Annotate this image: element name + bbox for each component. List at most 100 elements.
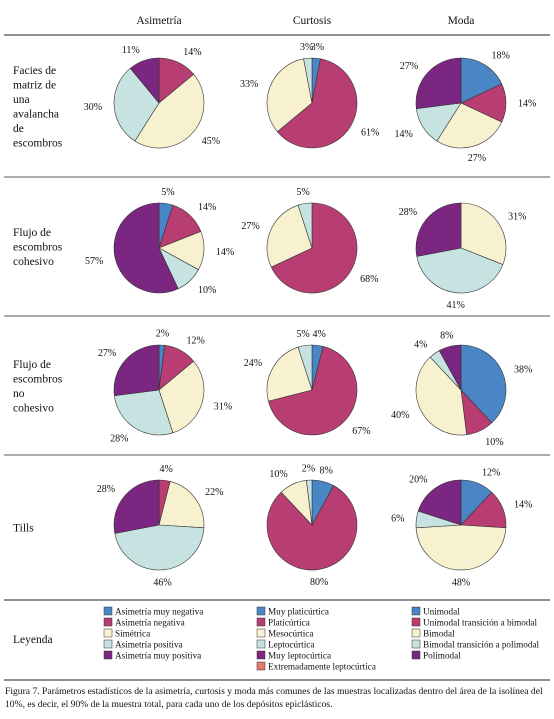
legend-label: Muy leptocúrtica <box>268 651 331 661</box>
legend-label: Polimodal <box>423 651 461 661</box>
row-label: Tills <box>13 523 34 535</box>
legend-label: Extremadamente leptocúrtica <box>268 662 376 672</box>
legend-title: Leyenda <box>13 634 53 646</box>
slice-label: 10% <box>485 437 503 448</box>
legend-swatch <box>256 606 266 616</box>
legend-swatch <box>411 628 421 638</box>
pie-slice <box>266 204 313 268</box>
pie-slice <box>113 479 160 534</box>
row-label: cohesivo <box>13 402 54 414</box>
pie-slice <box>266 58 313 133</box>
pie-slice <box>415 524 507 571</box>
slice-label: 80% <box>310 577 328 588</box>
slice-label: 3% <box>300 42 313 53</box>
legend-label: Bimodal transición a polimodal <box>423 640 540 650</box>
slice-label: 5% <box>296 187 309 198</box>
row-label: matriz de <box>13 79 56 91</box>
slice-label: 14% <box>198 202 216 213</box>
slice-label: 2% <box>302 464 315 475</box>
pie-slice <box>134 73 205 149</box>
pie-slice <box>297 202 313 249</box>
slice-label: 10% <box>198 285 216 296</box>
slice-label: 48% <box>452 578 470 589</box>
slice-label: 41% <box>446 300 464 311</box>
pie-slice <box>297 344 313 391</box>
slice-label: 10% <box>269 469 287 480</box>
row-label: no <box>13 388 25 400</box>
legend-swatch <box>103 628 113 638</box>
row-label: de <box>13 123 24 135</box>
slice-label: 57% <box>85 256 103 267</box>
pie-slice <box>266 485 358 571</box>
legend-label: Bimodal <box>423 629 455 639</box>
slice-label: 20% <box>409 474 427 485</box>
legend-swatch <box>256 661 266 671</box>
pie-slice <box>460 344 507 424</box>
pie-slice <box>129 57 160 104</box>
legend-label: Unimodal <box>423 607 460 617</box>
legend-swatch <box>411 606 421 616</box>
slice-label: 67% <box>352 426 370 437</box>
slice-label: 4% <box>159 464 172 475</box>
slice-label: 28% <box>399 207 417 218</box>
slice-label: 38% <box>514 365 532 376</box>
pie-slice <box>460 202 507 265</box>
slice-label: 5% <box>296 329 309 340</box>
legend-swatch <box>411 617 421 627</box>
legend-label: Platicúrtica <box>268 618 310 628</box>
slice-label: 12% <box>482 468 500 479</box>
slice-label: 27% <box>241 221 259 232</box>
row-label: Facies de <box>13 65 56 77</box>
legend-label: Asimetría negativa <box>115 618 185 628</box>
slice-label: 31% <box>214 401 232 412</box>
legend-swatch <box>411 639 421 649</box>
legend-label: Muy platicúrtica <box>268 607 329 617</box>
pie-slice <box>114 524 205 571</box>
row-label: escombros <box>13 373 63 385</box>
pie-slice <box>276 58 358 149</box>
slice-label: 45% <box>202 136 220 147</box>
slice-label: 22% <box>205 487 223 498</box>
legend-label: Asimetría muy negativa <box>115 607 203 617</box>
slice-label: 33% <box>240 79 258 90</box>
row-label: Flujo de <box>13 359 51 371</box>
pie-slice <box>438 344 462 391</box>
row-label: escombros <box>13 242 63 254</box>
slice-label: 14% <box>183 47 201 58</box>
pie-slice <box>415 57 462 109</box>
legend-swatch <box>103 617 113 627</box>
legend-label: Unimodal transición a bimodal <box>423 618 538 628</box>
slice-label: 40% <box>391 410 409 421</box>
legend-swatch <box>411 650 421 660</box>
pie-slice <box>415 202 462 257</box>
legend-label: Leptocúrtica <box>268 640 314 650</box>
pie-slice <box>270 202 358 294</box>
column-header: Asimetría <box>136 15 181 27</box>
pie-slice <box>417 479 462 526</box>
slice-label: 5% <box>161 187 174 198</box>
legend-swatch <box>103 639 113 649</box>
pie-slice <box>416 247 504 294</box>
slice-label: 4% <box>414 339 427 350</box>
slice-label: 8% <box>320 465 333 476</box>
slice-label: 68% <box>360 274 378 285</box>
pie-slice <box>114 389 174 436</box>
slice-label: 28% <box>97 484 115 495</box>
row-label: Flujo de <box>13 227 51 239</box>
row-label: una <box>13 94 30 106</box>
slice-label: 14% <box>518 99 536 110</box>
legend-swatch <box>256 650 266 660</box>
row-label: cohesivo <box>13 256 54 268</box>
slice-label: 2% <box>156 329 169 340</box>
slice-label: 8% <box>440 330 453 341</box>
slice-label: 61% <box>361 128 379 139</box>
slice-label: 11% <box>122 45 140 56</box>
column-header: Moda <box>448 15 475 27</box>
slice-label: 14% <box>514 500 532 511</box>
slice-label: 27% <box>400 61 418 72</box>
legend-swatch <box>256 628 266 638</box>
slice-label: 4% <box>312 329 325 340</box>
legend-swatch <box>256 617 266 627</box>
legend-label: Asimetría muy positiva <box>115 651 201 661</box>
